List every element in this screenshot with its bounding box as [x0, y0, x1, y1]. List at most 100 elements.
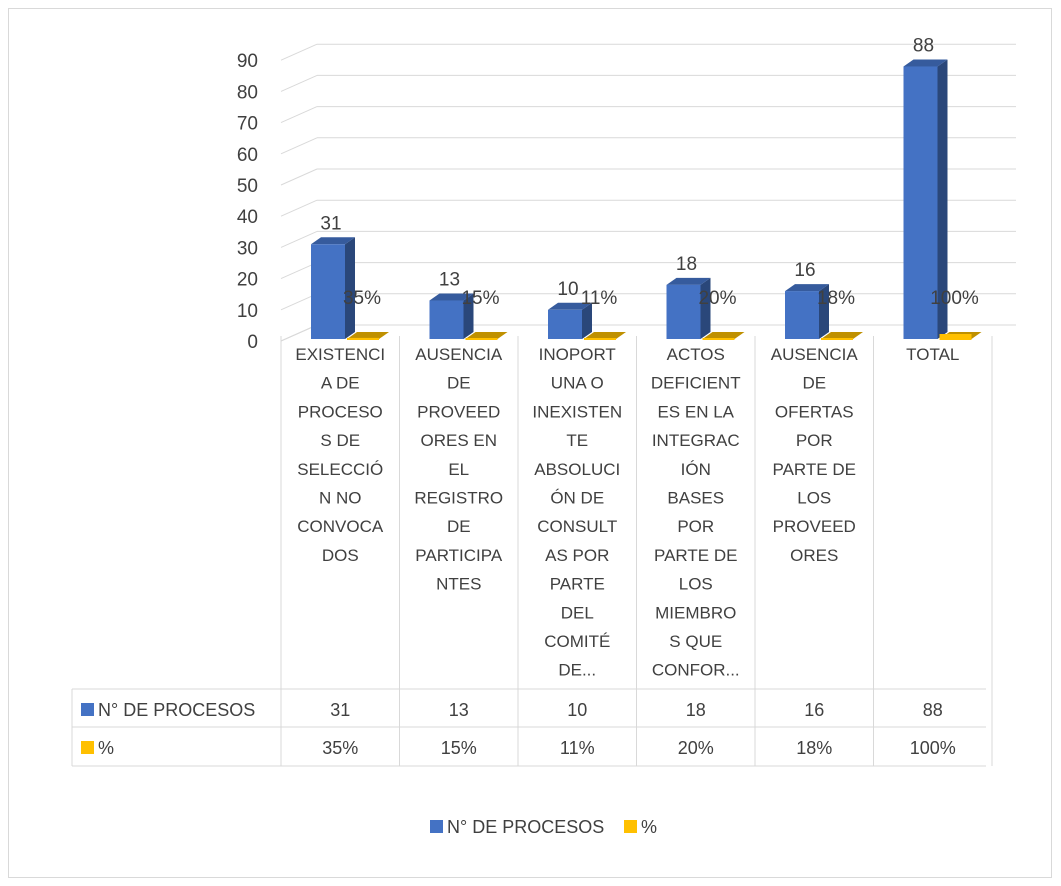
table-series-name: %	[98, 738, 114, 758]
legend: N° DE PROCESOS%	[430, 817, 657, 837]
bar-side	[700, 277, 711, 339]
bars	[311, 59, 982, 340]
category-label-line: S DE	[320, 431, 360, 450]
y-tick-label: 0	[247, 332, 258, 353]
y-tick-label: 20	[237, 270, 258, 291]
category-label-line: SELECCIÓ	[297, 460, 383, 479]
bar-top	[584, 332, 626, 339]
bar	[347, 337, 379, 340]
category-label-line: AS POR	[545, 546, 609, 565]
data-label: 16	[794, 260, 815, 281]
category-label-line: POR	[796, 431, 833, 450]
y-tick-label: 90	[237, 51, 258, 72]
bar-side	[345, 237, 355, 339]
data-label: 100%	[930, 288, 979, 309]
category-label-line: INOPORT	[539, 345, 616, 364]
data-label: 13	[439, 269, 460, 290]
bar-top	[429, 293, 474, 301]
data-label: 15%	[461, 288, 499, 309]
y-tick-label: 70	[237, 114, 258, 135]
category-label-line: PARTE DE	[773, 460, 856, 479]
category-label-line: IÓN	[681, 460, 711, 479]
category-label-line: A DE	[321, 374, 360, 393]
table-cell: 20%	[678, 738, 714, 758]
category-label: ACTOS DEFICIENT ES EN LA INTEGRAC IÓN BASES PO…	[651, 345, 741, 680]
category-label-line: BASES	[667, 489, 724, 508]
table-cell: 15%	[441, 738, 477, 758]
gridline-side	[280, 168, 318, 186]
gridline-side	[280, 137, 318, 155]
category-label-line: AUSENCIA	[771, 345, 859, 364]
category-label-line: DE...	[558, 661, 596, 680]
bar	[939, 334, 972, 340]
bar	[785, 291, 819, 339]
bar	[429, 300, 464, 339]
legend-label: N° DE PROCESOS	[447, 817, 604, 837]
bar-side	[937, 59, 948, 339]
category-label: AUSENCIA DE PROVEED ORES EN EL REGISTRO DE PART…	[414, 345, 503, 594]
category-label-line: UNA O	[551, 374, 604, 393]
category-label-line: S QUE	[669, 632, 722, 651]
category-label-line: PROVEED	[773, 517, 856, 536]
table-cell: 100%	[910, 738, 956, 758]
gridline-side	[280, 74, 318, 92]
table-series-name: N° DE PROCESOS	[98, 700, 255, 720]
category-label-line: AUSENCIA	[415, 345, 503, 364]
category-label-line: N NO	[319, 489, 362, 508]
bar	[465, 338, 498, 340]
bar-side	[463, 293, 474, 339]
category-label-line: OFERTAS	[775, 402, 854, 421]
category-label-line: DE	[802, 374, 826, 393]
y-axis: 0 10 20 30 40 50 60 70 80 90	[237, 51, 258, 353]
bar-top	[465, 332, 508, 339]
category-label-line: PARTE	[550, 575, 605, 594]
category-label-line: PARTE DE	[654, 546, 737, 565]
category-label-line: ORES EN	[420, 431, 497, 450]
bar-top	[548, 302, 592, 310]
data-label: 10	[557, 279, 578, 300]
chart-frame	[8, 8, 1052, 878]
category-label-line: REGISTRO	[414, 489, 503, 508]
gridlines	[280, 43, 1016, 342]
data-label: 20%	[698, 288, 736, 309]
category-label-line: INTEGRAC	[652, 431, 740, 450]
category-label-line: CONFOR...	[652, 661, 740, 680]
category-label-line: COMITÉ	[544, 632, 610, 651]
data-label: 88	[913, 35, 934, 56]
y-tick-label: 50	[237, 176, 258, 197]
bar	[702, 338, 735, 340]
bar	[821, 338, 853, 340]
category-label-line: EL	[448, 460, 469, 479]
category-label-line: LOS	[797, 489, 831, 508]
bar-top	[821, 332, 863, 339]
data-label: 31	[320, 213, 341, 234]
category-label-line: TOTAL	[906, 345, 959, 364]
bar	[584, 338, 616, 340]
category-label-line: TE	[566, 431, 588, 450]
data-label: 35%	[343, 288, 381, 309]
table-cell: 35%	[322, 738, 358, 758]
bar	[666, 284, 701, 339]
bar-top	[702, 332, 745, 339]
data-table: EXISTENCI A DE PROCESO S DE SELECCIÓ N NO CONV…	[71, 336, 993, 767]
y-tick-label: 30	[237, 238, 258, 259]
table-cell: 16	[804, 700, 824, 720]
category-label-line: PROCESO	[298, 402, 383, 421]
table-cell: 18%	[796, 738, 832, 758]
legend-key	[430, 820, 443, 833]
gridline-side	[280, 230, 318, 248]
gridline-side	[280, 106, 318, 124]
bar-top	[785, 284, 829, 292]
bar-top	[347, 332, 389, 339]
bar-side	[582, 302, 592, 339]
table-cell: 31	[330, 700, 350, 720]
data-label: 18	[676, 254, 697, 275]
table-legend-key	[81, 703, 94, 716]
category-label-line: DEL	[561, 603, 594, 622]
table-cell: 10	[567, 700, 587, 720]
data-label: 11%	[581, 288, 618, 309]
category-label-line: ÓN DE	[550, 489, 604, 508]
category-label-line: DE	[447, 517, 471, 536]
